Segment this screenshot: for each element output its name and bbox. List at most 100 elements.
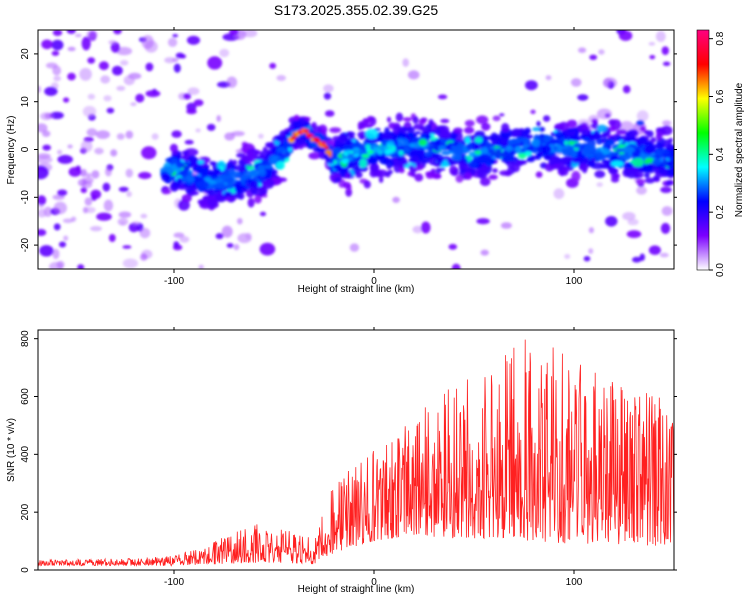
spectrogram-cell: [615, 147, 624, 153]
spectrogram-cell: [369, 116, 377, 126]
spectrogram-cell: [323, 92, 332, 100]
spectrogram-cell: [232, 159, 238, 166]
spectrogram-cell: [569, 135, 582, 142]
spectrogram-cell: [554, 131, 565, 139]
spectrogram-cell: [57, 189, 68, 196]
spectrogram-cell: [307, 133, 314, 138]
spectrogram-cell: [348, 136, 355, 140]
spectrogram-cell: [84, 197, 93, 206]
spectrogram-cell: [535, 171, 543, 178]
spectrogram-cell: [355, 165, 360, 170]
spectrogram-cell: [398, 133, 406, 138]
spectrogram-cell: [481, 122, 491, 131]
spectrogram-cell: [343, 145, 353, 151]
spectrogram-cell: [365, 144, 371, 150]
spectrogram-cell: [49, 261, 63, 269]
spectrogram-cell: [606, 140, 615, 146]
spectrogram-cell: [332, 164, 342, 170]
spectrogram-cell: [197, 160, 204, 165]
spectrogram-cell: [103, 199, 114, 212]
x-tick-label: 0: [371, 577, 377, 588]
spectrogram-cell: [610, 160, 624, 167]
spectrogram-cell: [187, 87, 200, 95]
spectrogram-cell: [245, 183, 251, 187]
spectrogram-cell: [453, 127, 463, 134]
spectrogram-cell: [94, 147, 104, 155]
spectrogram-cell: [621, 146, 635, 153]
spectrogram-cell: [664, 139, 673, 145]
spectrogram-cell: [619, 121, 634, 133]
spectrogram-cell: [245, 232, 252, 240]
spectrogram-x-label: Height of straight line (km): [298, 284, 415, 295]
spectrogram-cell: [362, 154, 370, 158]
spectrogram-cell: [516, 159, 528, 165]
spectrogram-cell: [267, 142, 276, 150]
spectrogram-cell: [176, 177, 183, 185]
spectrogram-cell: [103, 95, 112, 102]
spectrogram-cell: [345, 149, 351, 155]
spectrogram-cell: [100, 75, 111, 84]
spectrogram-cell: [116, 85, 126, 91]
spectrogram-cell: [209, 161, 216, 166]
spectrogram-cell: [249, 169, 259, 177]
spectrogram-cell: [644, 172, 650, 179]
spectrogram-cell: [596, 182, 603, 187]
spectrogram-cell: [588, 248, 594, 255]
spectrogram-cell: [661, 46, 669, 55]
spectrogram-cell: [258, 133, 264, 139]
spectrogram-cell: [354, 148, 359, 154]
spectrogram-cell: [167, 37, 178, 48]
spectrogram-cell: [530, 109, 536, 114]
spectrogram-cell: [632, 157, 644, 167]
spectrogram-cell: [598, 134, 608, 139]
spectrogram-cell: [331, 147, 342, 155]
spectrogram-cell: [44, 112, 54, 119]
spectrogram-cell: [655, 31, 666, 42]
spectrogram-cell: [171, 130, 182, 138]
spectrogram-cell: [247, 197, 255, 208]
spectrogram-cell: [591, 158, 596, 162]
spectrogram-cell: [428, 119, 434, 126]
spectrogram-cell: [438, 167, 446, 171]
spectrogram-cell: [428, 157, 437, 166]
spectrogram-cell: [186, 35, 201, 45]
spectrogram-cell: [635, 178, 646, 185]
spectrogram-cell: [655, 142, 663, 150]
colorbar-tick-label: 0.2: [715, 205, 726, 219]
spectrogram-cell: [407, 70, 420, 80]
spectrogram-cell: [567, 127, 574, 134]
spectrogram-cell: [594, 170, 606, 178]
spectrogram-cell: [438, 145, 447, 150]
snr-y-label: SNR (10 * v/v): [6, 418, 17, 482]
y-tick-label: 10: [20, 96, 31, 108]
spectrogram-cell: [588, 227, 595, 234]
spectrogram-cell: [609, 126, 617, 132]
spectrogram-cell: [538, 126, 546, 132]
spectrogram-cell: [226, 76, 238, 88]
spectrogram-cell: [668, 167, 674, 177]
spectrogram-cell: [561, 166, 569, 176]
y-tick-label: -10: [20, 190, 31, 205]
spectrogram-cell: [86, 173, 92, 178]
spectrogram-cell: [419, 126, 427, 131]
spectrogram-cell: [524, 150, 532, 157]
spectrogram-cell: [177, 199, 190, 211]
spectrogram-cell: [398, 150, 404, 156]
spectrogram-cell: [164, 57, 176, 64]
spectrogram-cell: [179, 169, 189, 177]
spectrogram-cell: [480, 147, 489, 154]
spectrogram-cell: [38, 123, 48, 133]
spectrogram-cell: [181, 150, 190, 154]
spectrogram-cell: [440, 118, 450, 124]
spectrogram-cell: [141, 146, 157, 160]
spectrogram-cell: [571, 150, 578, 158]
spectrogram-cell: [213, 188, 221, 192]
spectrogram-cell: [531, 138, 541, 148]
spectrogram-cell: [312, 125, 322, 134]
spectrogram-cell: [464, 172, 473, 180]
spectrogram-cell: [662, 152, 671, 158]
spectrogram-cell: [659, 252, 669, 258]
spectrogram-cell: [402, 127, 411, 132]
x-tick-label: 100: [566, 577, 583, 588]
